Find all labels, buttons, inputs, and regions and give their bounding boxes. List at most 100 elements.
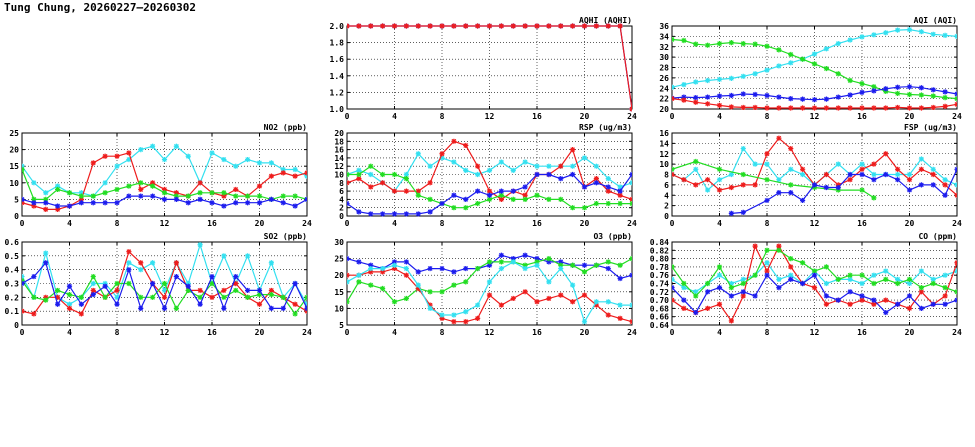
o3-ytick-label: 30 (334, 238, 344, 247)
aqhi-series-red-point (629, 106, 632, 112)
aqi-series-red-point (764, 105, 770, 111)
o3-series-cyan-point (605, 299, 611, 305)
no2-series-blue-point (78, 200, 84, 206)
fsp-series-green-point (716, 166, 723, 172)
so2-series-cyan-point (114, 294, 120, 300)
co-series-cyan-point (681, 285, 687, 291)
fsp-series-red-point (906, 177, 913, 183)
rsp-series-red-point (475, 163, 481, 169)
rsp-ytick-label: 14 (334, 154, 344, 163)
so2-ytick-label: 0.4 (5, 266, 20, 275)
so2-series-red-point (90, 287, 96, 294)
fsp-xtick-label: 24 (952, 219, 962, 228)
rsp-series-red-point (522, 192, 528, 198)
rsp-ytick-label: 8 (339, 179, 344, 188)
rsp-series-red-point (451, 138, 457, 144)
so2-series-blue-point (114, 301, 120, 307)
o3-series-green-point (534, 259, 540, 265)
rsp-series-red-point (570, 147, 576, 153)
co-series-cyan-point (895, 276, 901, 282)
fsp-series-red-point (788, 145, 794, 152)
rsp-series-blue-point (415, 211, 421, 217)
rsp-series-red-point (558, 163, 564, 169)
rsp-series-blue-point (403, 211, 409, 217)
fsp-series-blue-line (731, 169, 957, 214)
so2-series-cyan-point (197, 242, 203, 248)
no2-series-blue-point (209, 200, 215, 206)
o3-series-red-point (522, 289, 528, 295)
rsp-xtick-label: 0 (345, 219, 350, 228)
co-series-blue-point (752, 293, 758, 299)
no2-series-red-point (221, 193, 227, 199)
so2-series-blue-point (233, 273, 239, 280)
so2-series-red-point (268, 287, 274, 294)
aqi-series-cyan-point (871, 32, 877, 38)
so2-series-red-point (221, 287, 227, 294)
no2-series-green-point (114, 186, 120, 193)
fsp-series-blue-point (800, 197, 806, 204)
rsp-title: RSP (ug/m3) (579, 123, 632, 132)
rsp-series-red-point (439, 151, 445, 157)
aqhi-xtick-label: 8 (440, 112, 445, 121)
aqhi-series-red-point (356, 23, 362, 29)
co-series-red-point (716, 301, 723, 307)
co-series-cyan-point (942, 272, 948, 278)
o3-ytick-label: 15 (334, 288, 344, 297)
no2-series-blue-point (161, 196, 168, 202)
co-series-green-point (728, 285, 734, 291)
co-ytick-label: 0.64 (650, 321, 669, 330)
aqi-series-blue-point (918, 85, 924, 91)
so2-series-blue-point (245, 287, 251, 294)
no2-series-blue-point (66, 203, 73, 209)
so2-series-blue-point (292, 280, 298, 287)
rsp-series-green-point (475, 200, 481, 207)
co-xtick-label: 20 (905, 328, 915, 337)
fsp-series-blue-point (883, 171, 889, 178)
aqi-xtick-label: 0 (670, 112, 675, 121)
aqi-xtick-label: 4 (717, 112, 722, 121)
rsp-series-green-point (415, 192, 421, 198)
rsp-series-green-point (347, 171, 350, 178)
aqhi-series-red-point (415, 23, 421, 29)
o3-series-red-point (380, 269, 386, 275)
co-series-blue-point (918, 305, 924, 311)
o3-series-cyan-point (522, 265, 528, 272)
aqi-series-red-point (672, 96, 675, 102)
fsp-series-red-point (693, 182, 699, 188)
o3-series-red-point (581, 292, 588, 298)
aqi-series-blue-point (728, 92, 734, 99)
fsp-series-cyan-point (930, 166, 936, 172)
aqi-ytick-label: 34 (659, 32, 669, 41)
rsp-series-blue-point (522, 184, 528, 190)
o3-series-red-point (486, 292, 493, 298)
fsp-series-green-point (788, 182, 794, 188)
fsp-series-blue-point (954, 166, 957, 172)
so2-series-cyan-point (185, 280, 191, 287)
so2-series-cyan-point (161, 287, 168, 294)
aqhi-xtick-label: 16 (532, 112, 542, 121)
aqhi-series-red-point (617, 23, 623, 29)
aqi-series-cyan-point (681, 82, 687, 88)
so2-series-green-point (197, 294, 203, 300)
aqi-series-red-point (800, 105, 806, 111)
fsp-series-blue-point (788, 190, 794, 196)
co-ytick-label: 0.74 (650, 280, 669, 289)
aqi-series-green-point (871, 84, 877, 90)
no2-series-blue-point (114, 200, 120, 206)
o3-series-cyan-point (486, 279, 493, 285)
fsp-series-red-point (918, 166, 924, 172)
rsp-series-red-point (617, 192, 623, 198)
co-series-red-point (764, 268, 770, 274)
o3-series-red-point (629, 319, 632, 325)
no2-series-blue-point (280, 200, 286, 206)
so2-series-green-point (280, 294, 286, 300)
fsp-series-cyan-point (835, 161, 841, 167)
rsp-series-red-point (463, 142, 469, 149)
o3-series-green-point (581, 269, 588, 275)
no2-series-green-point (90, 193, 96, 199)
o3-series-blue-point (534, 256, 540, 262)
o3-series-cyan-point (570, 282, 576, 288)
aqi-series-cyan-point (716, 76, 723, 83)
o3-series-blue-point (403, 259, 409, 265)
